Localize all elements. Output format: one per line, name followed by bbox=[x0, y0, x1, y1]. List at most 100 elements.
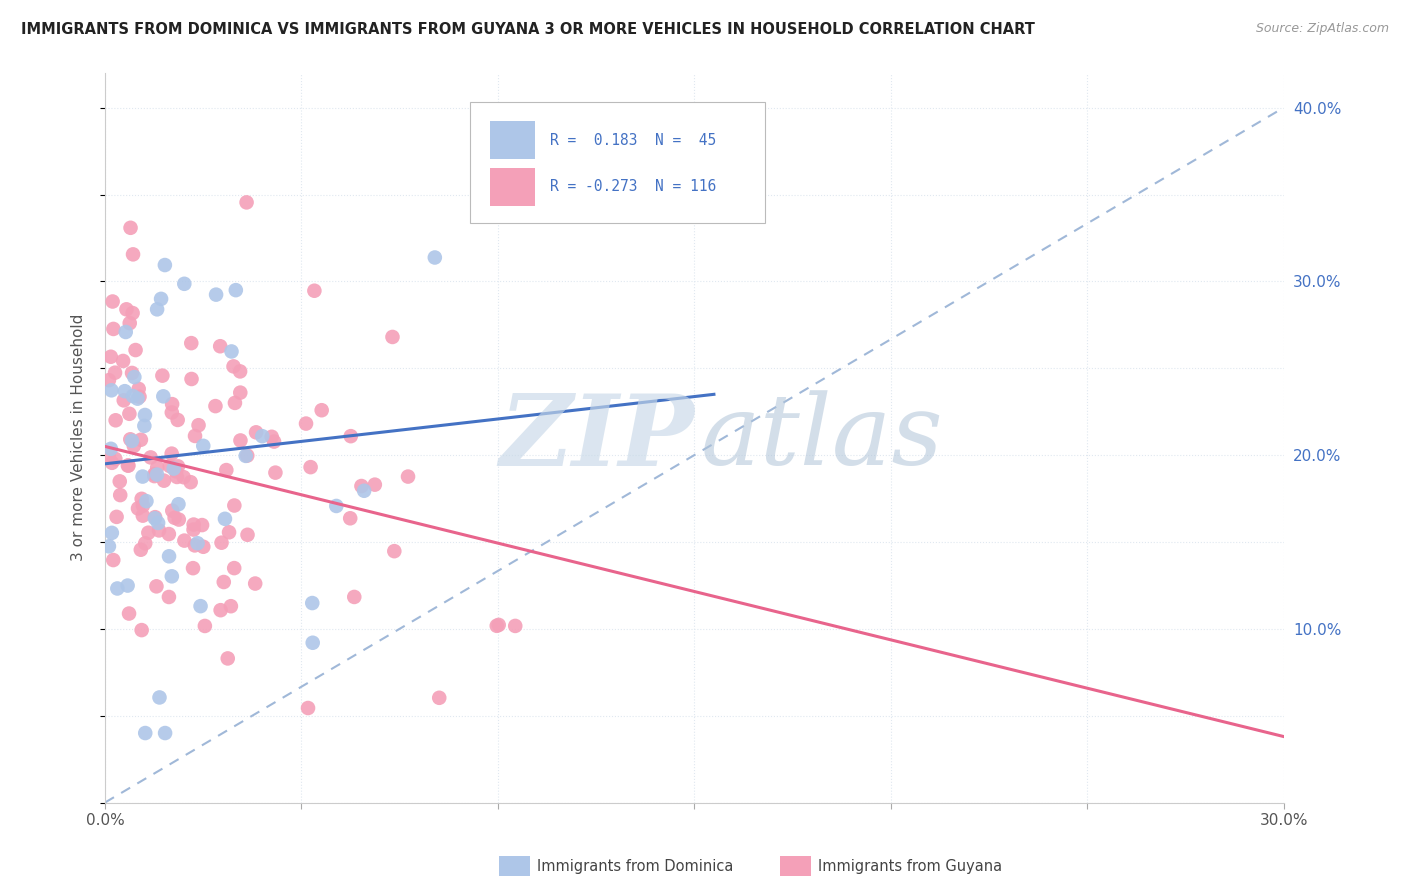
Point bbox=[173, 533, 195, 548]
Point bbox=[205, 287, 228, 301]
Point bbox=[104, 413, 127, 427]
Point bbox=[167, 512, 190, 526]
Point bbox=[103, 553, 125, 567]
Point bbox=[152, 389, 174, 403]
Point bbox=[222, 359, 245, 374]
Point bbox=[120, 220, 142, 235]
Point bbox=[117, 458, 139, 473]
Point bbox=[301, 596, 323, 610]
Point bbox=[146, 467, 169, 482]
Point bbox=[204, 399, 226, 413]
Point bbox=[128, 382, 150, 396]
Point bbox=[166, 470, 188, 484]
Point bbox=[221, 344, 243, 359]
Point bbox=[235, 195, 257, 210]
Point bbox=[112, 354, 135, 368]
Point bbox=[162, 503, 184, 517]
Point bbox=[150, 292, 173, 306]
Point bbox=[139, 450, 162, 465]
Point bbox=[160, 397, 183, 411]
Point bbox=[129, 542, 152, 557]
Point bbox=[343, 590, 366, 604]
Point bbox=[325, 499, 347, 513]
Point bbox=[381, 330, 404, 344]
Point bbox=[396, 469, 419, 483]
Point bbox=[224, 561, 246, 575]
Point bbox=[146, 516, 169, 530]
Point bbox=[263, 434, 285, 449]
Point bbox=[114, 384, 136, 399]
Point bbox=[187, 418, 209, 433]
Point bbox=[146, 302, 169, 317]
Point bbox=[503, 619, 526, 633]
Point bbox=[143, 467, 166, 482]
Point bbox=[122, 439, 145, 453]
Point bbox=[134, 536, 156, 550]
Text: R =  0.183  N =  45: R = 0.183 N = 45 bbox=[551, 133, 717, 147]
Point bbox=[157, 549, 180, 564]
Point bbox=[129, 433, 152, 447]
Point bbox=[118, 316, 141, 330]
Point bbox=[110, 488, 132, 502]
Point bbox=[127, 501, 149, 516]
Point bbox=[184, 429, 207, 443]
Point bbox=[145, 579, 167, 593]
Point bbox=[121, 306, 143, 320]
Point bbox=[295, 417, 318, 431]
Point bbox=[101, 456, 124, 470]
Text: Immigrants from Guyana: Immigrants from Guyana bbox=[818, 859, 1002, 873]
Point bbox=[166, 413, 188, 427]
Point bbox=[157, 590, 180, 604]
Point bbox=[311, 403, 333, 417]
Point bbox=[148, 524, 170, 538]
Point bbox=[382, 544, 405, 558]
Point bbox=[160, 405, 183, 419]
Point bbox=[143, 510, 166, 524]
Point bbox=[488, 618, 510, 632]
Point bbox=[127, 392, 149, 406]
Point bbox=[134, 418, 156, 433]
Point bbox=[104, 451, 127, 466]
Point bbox=[122, 247, 145, 261]
Point bbox=[236, 528, 259, 542]
Point bbox=[180, 372, 202, 386]
Point bbox=[297, 701, 319, 715]
Point bbox=[173, 277, 195, 291]
Point bbox=[97, 539, 120, 553]
Point bbox=[100, 384, 122, 398]
Point bbox=[301, 636, 323, 650]
Point bbox=[191, 518, 214, 533]
Point bbox=[245, 576, 267, 591]
Bar bbox=[491, 121, 536, 159]
Text: Immigrants from Dominica: Immigrants from Dominica bbox=[537, 859, 734, 873]
Point bbox=[229, 385, 252, 400]
Point bbox=[131, 469, 153, 483]
Point bbox=[143, 511, 166, 525]
Point bbox=[101, 525, 124, 540]
Point bbox=[114, 325, 136, 339]
Point bbox=[148, 690, 170, 705]
Point bbox=[224, 396, 246, 410]
Point bbox=[122, 389, 145, 403]
Point bbox=[159, 458, 181, 473]
Point bbox=[150, 368, 173, 383]
Point bbox=[105, 582, 128, 596]
Point bbox=[218, 525, 240, 540]
Point bbox=[173, 470, 195, 484]
Y-axis label: 3 or more Vehicles in Household: 3 or more Vehicles in Household bbox=[72, 314, 86, 561]
Point bbox=[260, 430, 283, 444]
Point bbox=[299, 460, 322, 475]
Point bbox=[132, 499, 155, 513]
FancyBboxPatch shape bbox=[471, 103, 765, 222]
Point bbox=[153, 258, 176, 272]
Point bbox=[209, 339, 232, 353]
Point bbox=[146, 460, 169, 475]
Point bbox=[100, 442, 122, 456]
Point bbox=[180, 336, 202, 351]
Point bbox=[112, 393, 135, 408]
Point bbox=[160, 447, 183, 461]
Point bbox=[160, 569, 183, 583]
Point bbox=[353, 483, 375, 498]
Point bbox=[124, 343, 146, 357]
Point bbox=[117, 458, 139, 473]
